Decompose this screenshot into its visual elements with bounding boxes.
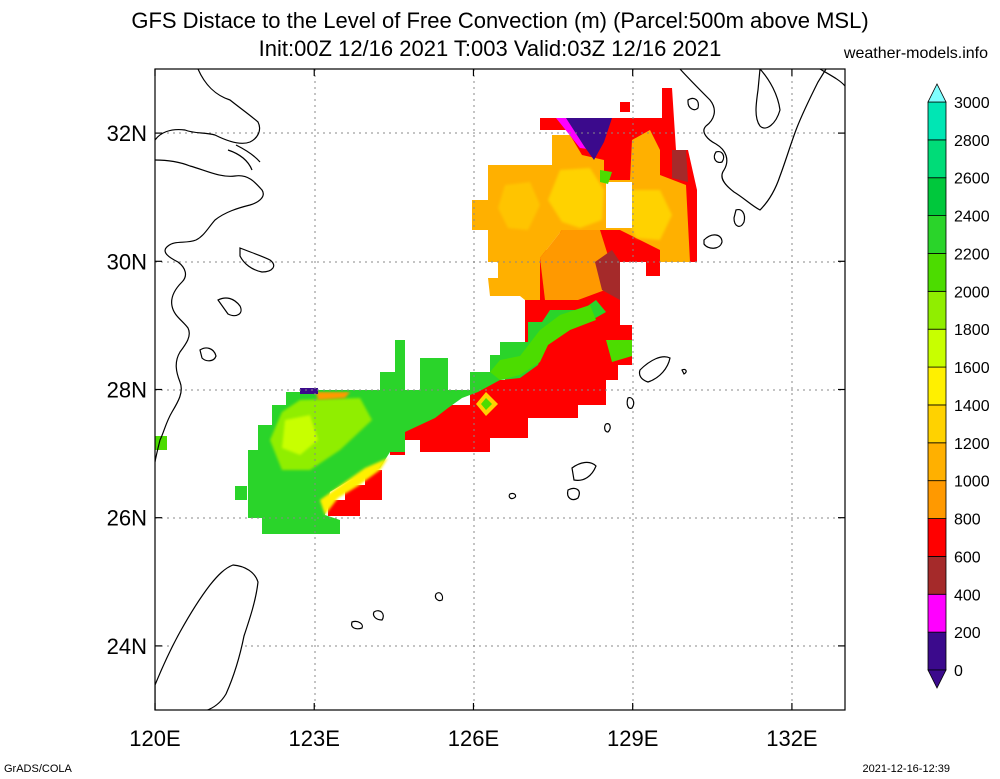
colorbar-band: [927, 556, 947, 595]
field-yellow-core3: [498, 182, 540, 230]
field-yellow-core: [548, 168, 604, 228]
lon-axis: 120E 123E 126E 129E 132E: [129, 69, 818, 751]
colorbar-label: 3000: [954, 95, 990, 112]
field-yellowgreen: [282, 415, 318, 455]
gridlines: [155, 69, 845, 710]
field-green-dot1: [235, 486, 247, 500]
chart-title: GFS Distace to the Level of Free Convect…: [131, 8, 869, 33]
lon-tick-label: 132E: [766, 726, 817, 751]
coastlines: [155, 69, 845, 710]
field-green-ne: [606, 340, 632, 362]
lon-tick-label: 120E: [129, 726, 180, 751]
footer-credit: GrADS/COLA: [4, 763, 72, 775]
field-green-dot3: [600, 170, 612, 184]
taiwan: [155, 564, 259, 710]
field-purple: [566, 118, 612, 160]
colorbar-band: [927, 290, 947, 330]
field-red-dot: [620, 102, 630, 112]
colorbar-band: [927, 177, 947, 217]
colorbar-label: 1600: [954, 360, 990, 377]
lat-tick-label: 28N: [107, 378, 147, 403]
china-coastline: [155, 69, 264, 463]
colorbar-label: 1000: [954, 474, 990, 491]
field-orange-edge2: [316, 392, 350, 400]
site-credit: weather-models.info: [843, 45, 988, 62]
colorbar-label: 0: [954, 663, 963, 680]
field-brown-1: [595, 250, 620, 300]
colorbar-band: [927, 631, 947, 671]
field-purple-dot: [300, 388, 318, 394]
colorbar-label: 1200: [954, 436, 990, 453]
chart-subtitle: Init:00Z 12/16 2021 T:003 Valid:03Z 12/1…: [258, 36, 722, 61]
colorbar-label: 2600: [954, 171, 990, 188]
colorbar-band: [927, 328, 947, 368]
field-yellow-edge: [320, 458, 388, 515]
footer-timestamp: 2021-12-16-12:39: [862, 763, 950, 775]
colorbar-band: [927, 518, 947, 557]
colorbar-band: [927, 253, 947, 292]
field-orange-edge: [540, 230, 610, 300]
colorbar-band: [927, 366, 947, 406]
colorbar-label: 2200: [954, 246, 990, 263]
colorbar-label: 2000: [954, 284, 990, 301]
field-green-ring: [481, 398, 492, 410]
field-brown-2: [672, 150, 688, 182]
colorbar-low-arrow: [927, 669, 947, 689]
colorbar-band: [927, 404, 947, 444]
field-yellow-core2: [626, 190, 672, 240]
colorbar-band: [927, 442, 947, 482]
lat-tick-label: 24N: [107, 634, 147, 659]
colorbar-label: 400: [954, 587, 981, 604]
lat-tick-label: 32N: [107, 121, 147, 146]
lon-tick-label: 129E: [607, 726, 658, 751]
colorbar-band: [927, 480, 947, 519]
colorbar-label: 600: [954, 549, 981, 566]
lon-tick-label: 126E: [448, 726, 499, 751]
colorbar-band: [927, 215, 947, 254]
colorbar-band: [927, 139, 947, 179]
colorbar-label: 2800: [954, 133, 990, 150]
colorbar-label: 200: [954, 625, 981, 642]
colorbar-high-arrow: [927, 83, 947, 103]
lat-tick-label: 26N: [107, 506, 147, 531]
korea-kyushu-coast: [679, 69, 827, 211]
colorbar-label: 1800: [954, 322, 990, 339]
colorbar-label: 2400: [954, 209, 990, 226]
lat-tick-label: 30N: [107, 249, 147, 274]
shaded-field: [155, 88, 697, 534]
field-hole: [606, 182, 632, 228]
lat-axis: 24N 26N 28N 30N 32N: [107, 121, 845, 659]
field-green-east: [490, 305, 596, 380]
lon-tick-label: 123E: [289, 726, 340, 751]
colorbar: 0 200 400 600 800 1000 1200 1400 1600 1800 2000 220…: [927, 83, 990, 689]
colorbar-band: [927, 593, 947, 633]
colorbar-label: 800: [954, 512, 981, 529]
colorbar-band: [927, 101, 947, 141]
colorbar-label: 1400: [954, 398, 990, 415]
